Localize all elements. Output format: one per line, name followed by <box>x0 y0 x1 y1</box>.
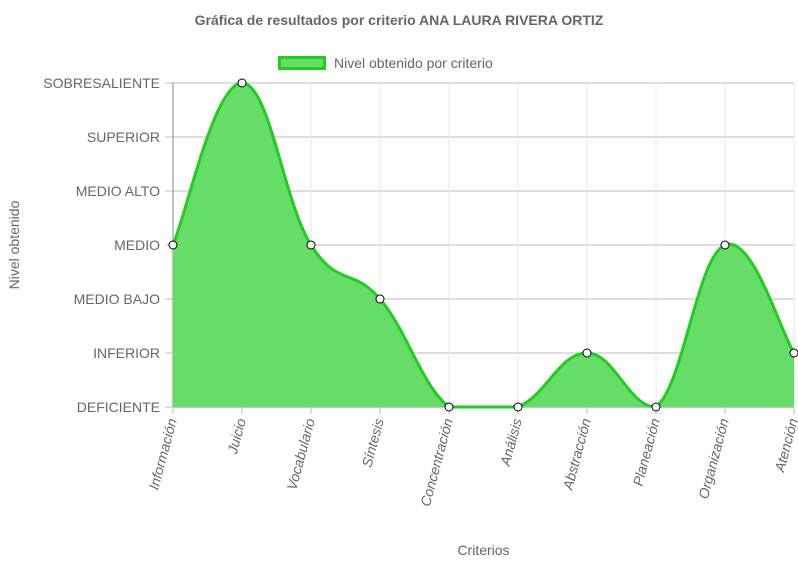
x-tick-label: Síntesis <box>359 417 387 469</box>
data-point[interactable] <box>444 402 454 412</box>
y-tick-label: MEDIO ALTO <box>76 183 160 199</box>
data-point[interactable] <box>651 402 661 412</box>
x-axis-labels: Información Juicio Vocabulario Síntesis Conc… <box>146 416 798 508</box>
x-tick-label: Planeación <box>630 416 663 487</box>
y-axis-labels: DEFICIENTE INFERIOR MEDIO BAJO MEDIO MEDIO A… <box>43 75 160 415</box>
x-tick-label: Análisis <box>497 417 525 469</box>
x-tick-label: Concentración <box>417 416 456 508</box>
x-tick-label: Juicio <box>224 416 249 456</box>
data-points <box>168 78 798 412</box>
data-point[interactable] <box>375 294 385 304</box>
chart-title: Gráfica de resultados por criterio ANA L… <box>194 12 604 28</box>
legend[interactable]: Nivel obtenido por criterio <box>278 53 493 73</box>
data-point[interactable] <box>789 348 798 358</box>
data-point[interactable] <box>306 240 316 250</box>
y-tick-label: MEDIO BAJO <box>74 291 160 307</box>
legend-swatch <box>278 56 326 70</box>
series-line <box>171 81 796 409</box>
data-point[interactable] <box>582 348 592 358</box>
x-tick-label: Vocabulario <box>283 416 318 491</box>
legend-label: Nivel obtenido por criterio <box>334 55 493 71</box>
y-tick-label: MEDIO <box>114 237 160 253</box>
x-tick-label: Organización <box>695 416 732 500</box>
x-tick-label: Abstracción <box>559 416 594 492</box>
x-tick-label: Atención <box>771 416 798 474</box>
y-tick-label: INFERIOR <box>93 345 160 361</box>
data-point[interactable] <box>237 78 247 88</box>
y-tick-label: SOBRESALIENTE <box>43 75 160 91</box>
y-tick-label: SUPERIOR <box>87 129 160 145</box>
series-area <box>171 81 796 409</box>
x-tick-label: Información <box>146 416 180 491</box>
data-point[interactable] <box>168 240 178 250</box>
data-point[interactable] <box>513 402 523 412</box>
series-area-fill <box>173 83 794 407</box>
y-tick-label: DEFICIENTE <box>77 399 160 415</box>
x-axis-title: Criterios <box>457 542 510 558</box>
data-point[interactable] <box>720 240 730 250</box>
